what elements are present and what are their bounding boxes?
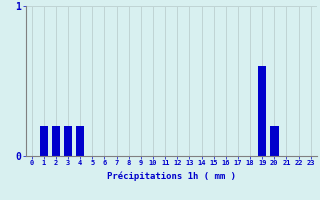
Bar (258, 66, 267, 156)
Bar (52, 126, 60, 156)
X-axis label: Précipitations 1h ( mm ): Précipitations 1h ( mm ) (107, 172, 236, 181)
Bar (64, 126, 72, 156)
Bar (76, 126, 84, 156)
Bar (270, 126, 279, 156)
Bar (40, 126, 48, 156)
